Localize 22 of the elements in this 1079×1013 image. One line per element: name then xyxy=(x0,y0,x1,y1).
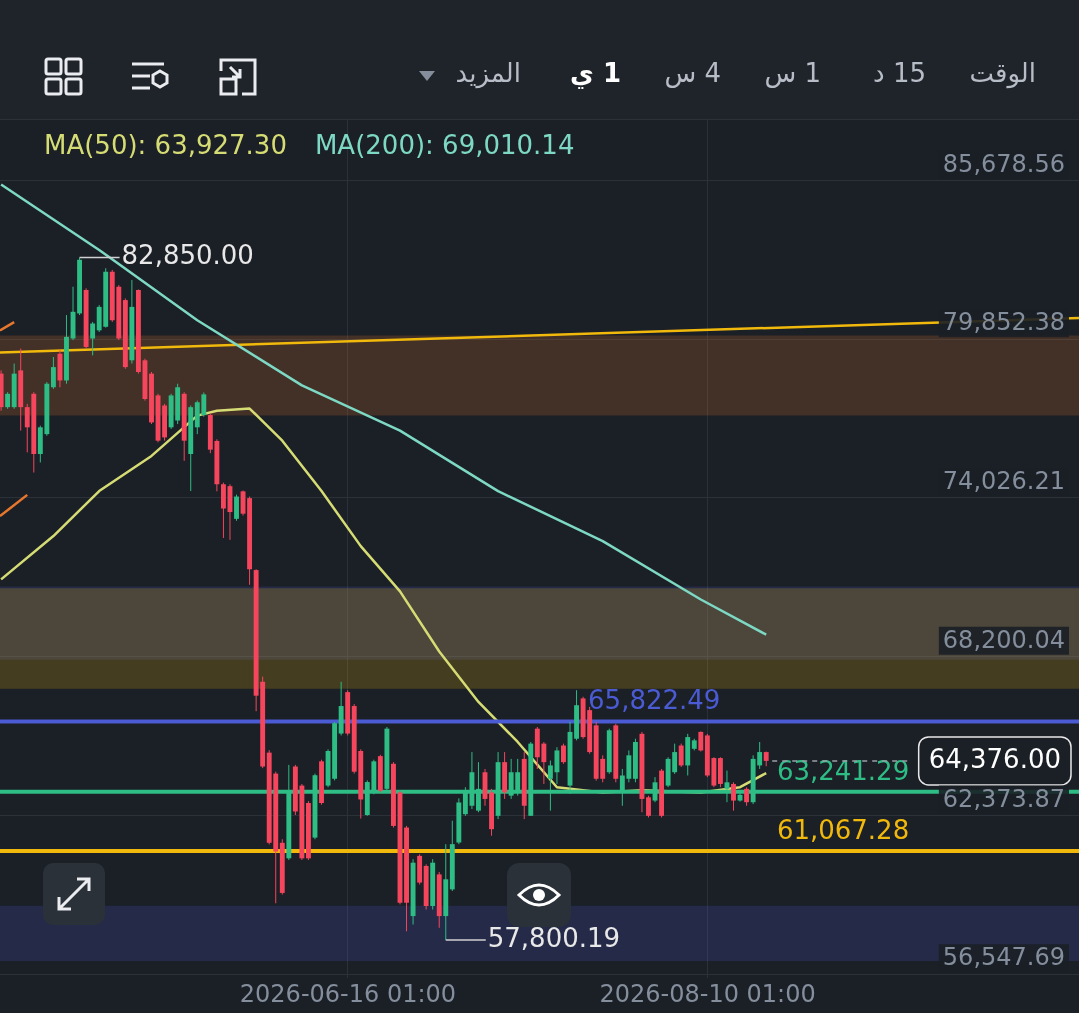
ref-line-label: 65,822.49 xyxy=(588,685,721,716)
y-tick-label: 62,373.87 xyxy=(942,784,1065,813)
y-tick-label: 56,547.69 xyxy=(942,943,1065,972)
text: الوقت xyxy=(969,58,1036,88)
y-tick-label: 68,200.04 xyxy=(942,625,1065,654)
text: 1 س xyxy=(764,58,821,88)
annotation: 57,800.19 xyxy=(487,922,621,953)
text: MA(200): 69,010.14 xyxy=(314,130,575,160)
text: 1 ي xyxy=(570,58,621,88)
annotation: 82,850.00 xyxy=(121,240,254,271)
x-tick-label: 2026-06-16 01:00 xyxy=(239,979,457,1008)
ref-line-label: 64,376.00 xyxy=(928,743,1061,774)
ref-line-label: 63,241.29 xyxy=(776,755,910,786)
x-tick-label: 2026-08-10 01:00 xyxy=(599,979,816,1008)
y-tick-label: 79,852.38 xyxy=(942,308,1065,337)
text: المزيد xyxy=(455,58,521,88)
text: MA(50): 63,927.30 xyxy=(44,130,287,160)
y-tick-label: 74,026.21 xyxy=(942,467,1065,496)
y-tick-label: 85,678.56 xyxy=(942,149,1065,178)
text: 4 س xyxy=(664,58,721,88)
ref-line-label: 61,067.28 xyxy=(776,814,910,845)
text: 15 د xyxy=(873,58,926,88)
